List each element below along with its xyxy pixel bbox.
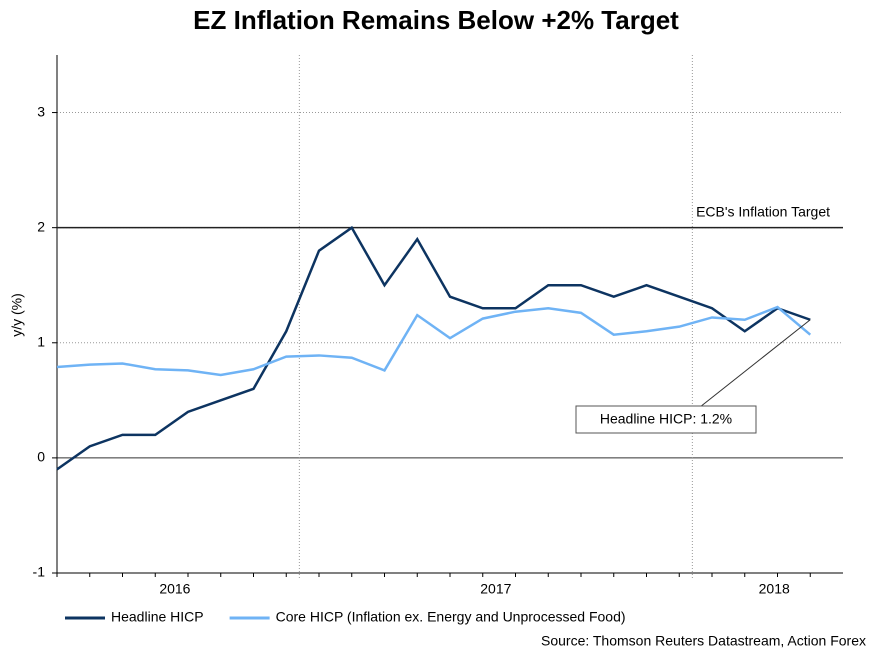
y-tick-label: 1 [37,333,45,349]
legend-label: Core HICP (Inflation ex. Energy and Unpr… [276,609,626,625]
y-tick-label: -1 [33,564,46,580]
source: Source: Thomson Reuters Datastream, Acti… [541,633,866,649]
x-tick-label: 2018 [759,581,790,597]
x-tick-label: 2016 [159,581,190,597]
callout-leader [699,319,811,408]
callout-box [575,405,757,434]
y-tick-label: 0 [37,449,45,465]
chart-title: EZ Inflation Remains Below +2% Target [193,5,679,35]
y-tick-label: 3 [37,103,45,119]
legend-label: Headline HICP [111,609,204,625]
target-label: ECB's Inflation Target [696,203,830,219]
y-tick-label: 2 [37,218,45,234]
callout: Headline HICP: 1.2% [600,411,732,427]
series-line [56,305,812,377]
x-tick-label: 2017 [480,581,511,597]
y-axis-label: y/y (%) [9,293,25,337]
series-line [56,225,811,471]
